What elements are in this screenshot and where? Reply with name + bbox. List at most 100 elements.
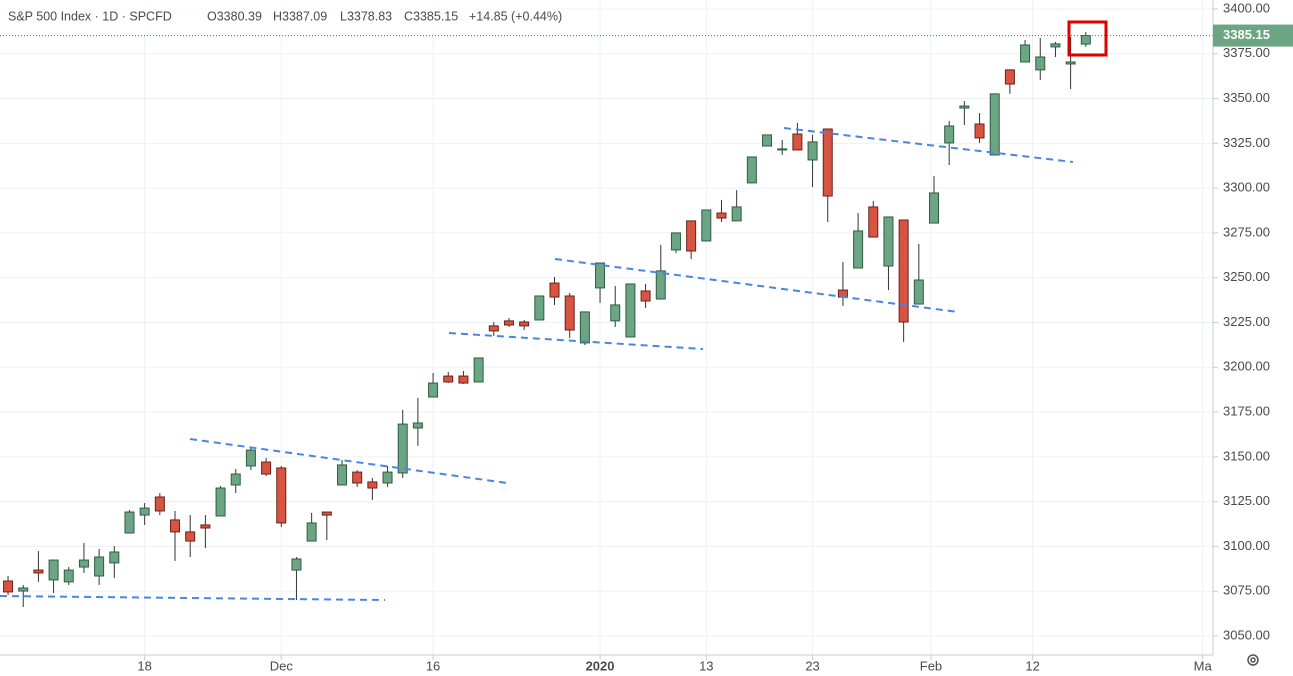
chart-title: S&P 500 Index · 1D · SPCFD bbox=[8, 9, 172, 23]
candle-body bbox=[63, 569, 74, 583]
candles bbox=[0, 32, 1213, 607]
grid bbox=[0, 0, 1213, 655]
candle-body bbox=[458, 375, 469, 384]
candle-body bbox=[716, 212, 727, 219]
y-tick-label: 3350.00 bbox=[1223, 90, 1270, 105]
candle-body bbox=[488, 325, 499, 332]
candle-body bbox=[1035, 56, 1046, 71]
trend-line bbox=[189, 438, 508, 484]
y-tick-label: 3225.00 bbox=[1223, 314, 1270, 329]
highlight-box bbox=[1067, 20, 1108, 57]
candle-body bbox=[1004, 69, 1015, 85]
candle-body bbox=[610, 304, 621, 322]
y-tick-label: 3125.00 bbox=[1223, 493, 1270, 508]
candle-body bbox=[534, 295, 545, 321]
y-tick-label: 3400.00 bbox=[1223, 0, 1270, 15]
candle-body bbox=[1065, 61, 1076, 65]
y-tick-label: 3175.00 bbox=[1223, 403, 1270, 418]
trend-line bbox=[448, 332, 704, 350]
candle-body bbox=[944, 125, 955, 144]
y-tick-label: 3250.00 bbox=[1223, 269, 1270, 284]
candle-body bbox=[974, 123, 985, 139]
trend-line bbox=[783, 127, 1074, 163]
axes: 3050.00 3075.00 3100.00 3125.00 3150.00 3175.… bbox=[137, 0, 1293, 673]
header-backdrop bbox=[0, 0, 560, 34]
candle-body bbox=[564, 295, 575, 331]
settings-icon[interactable] bbox=[1247, 654, 1259, 666]
candle-body bbox=[655, 270, 666, 300]
trend-line bbox=[0, 595, 386, 601]
y-tick-label: 3300.00 bbox=[1223, 180, 1270, 195]
x-tick-label: 16 bbox=[426, 658, 440, 673]
candle-body bbox=[503, 320, 514, 326]
candle-body bbox=[928, 192, 939, 224]
y-tick-label: 3275.00 bbox=[1223, 224, 1270, 239]
candle-body bbox=[913, 279, 924, 305]
candle-body bbox=[94, 556, 105, 577]
y-tick-label: 3200.00 bbox=[1223, 359, 1270, 374]
candle-body bbox=[959, 105, 970, 109]
candle-body bbox=[215, 487, 226, 517]
candle-body bbox=[473, 357, 484, 383]
candle-body bbox=[321, 511, 332, 516]
last-price-tag bbox=[1213, 24, 1293, 47]
y-tick-label: 3100.00 bbox=[1223, 538, 1270, 553]
candle-body bbox=[762, 134, 773, 147]
gear-hub bbox=[1250, 657, 1256, 663]
x-tick-label: 2020 bbox=[586, 658, 615, 673]
candle-body bbox=[701, 209, 712, 242]
candle-body bbox=[625, 283, 636, 338]
candle-body bbox=[883, 216, 894, 267]
candle-body bbox=[549, 282, 560, 298]
candle-body bbox=[33, 569, 44, 574]
x-tick-label: 12 bbox=[1025, 658, 1039, 673]
gear-ring bbox=[1247, 654, 1259, 666]
candle-body bbox=[746, 156, 757, 184]
candle-body bbox=[170, 519, 181, 533]
candle-body bbox=[154, 496, 165, 512]
candle-body bbox=[261, 461, 272, 475]
ohlc-low: L3378.83 bbox=[340, 9, 392, 23]
candle-body bbox=[731, 206, 742, 222]
candle-body bbox=[686, 220, 697, 252]
candle-body bbox=[519, 321, 530, 327]
candle-body bbox=[3, 580, 14, 593]
candle-body bbox=[1050, 43, 1061, 48]
x-tick-label: Feb bbox=[920, 658, 942, 673]
candle-body bbox=[306, 522, 317, 542]
candle-body bbox=[898, 219, 909, 323]
candle-body bbox=[397, 423, 408, 474]
y-tick-label: 3325.00 bbox=[1223, 135, 1270, 150]
candle-body bbox=[336, 464, 347, 486]
candle-body bbox=[412, 422, 423, 429]
y-tick-label: 3075.00 bbox=[1223, 583, 1270, 598]
candle-body bbox=[291, 558, 302, 571]
candle-body bbox=[822, 128, 833, 197]
candle-body bbox=[230, 473, 241, 486]
x-tick-label: Dec bbox=[270, 658, 294, 673]
candle-body bbox=[109, 551, 120, 564]
candle-body bbox=[853, 230, 864, 269]
candle-body bbox=[1080, 35, 1091, 45]
candle-body bbox=[792, 133, 803, 151]
candle-body bbox=[124, 511, 135, 534]
candle-body bbox=[200, 524, 211, 529]
candle-body bbox=[367, 481, 378, 489]
candle-body bbox=[382, 471, 393, 484]
candle-body bbox=[670, 232, 681, 251]
x-tick-label: 13 bbox=[699, 658, 713, 673]
y-tick-label: 3050.00 bbox=[1223, 627, 1270, 642]
ohlc-high: H3387.09 bbox=[273, 9, 327, 23]
candle-body bbox=[185, 531, 196, 542]
candle-body bbox=[1020, 44, 1031, 63]
ohlc-change: +14.85 (+0.44%) bbox=[469, 9, 562, 23]
ohlc-close: C3385.15 bbox=[404, 9, 458, 23]
candle-body bbox=[78, 559, 89, 568]
x-tick-label: 18 bbox=[137, 658, 151, 673]
candle-body bbox=[868, 206, 879, 238]
candle-body bbox=[640, 290, 651, 302]
x-tick-label: 23 bbox=[805, 658, 819, 673]
candle-body bbox=[777, 148, 788, 151]
